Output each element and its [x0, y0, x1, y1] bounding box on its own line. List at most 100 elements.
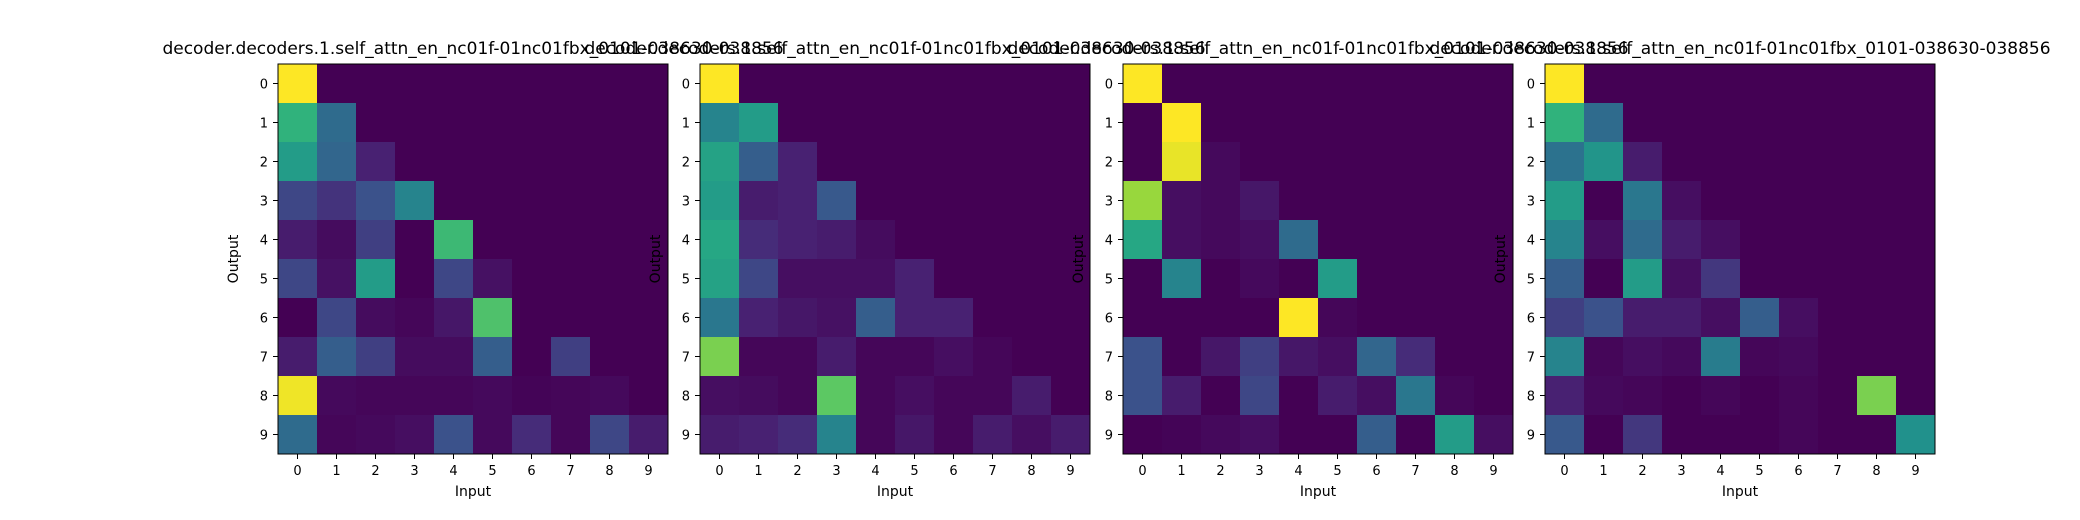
- heatmap-cell-r0-c0: [278, 64, 318, 104]
- heatmap-cell-r2-c1: [1162, 142, 1202, 182]
- x-tick-label: 3: [832, 464, 840, 479]
- y-tick-label: 5: [1105, 273, 1113, 288]
- heatmap-cell-r1-c0: [278, 103, 318, 143]
- y-tick-label: 6: [1105, 312, 1113, 327]
- heatmap-cell-r3-c8: [590, 181, 630, 221]
- heatmap-cell-r2-c3: [817, 142, 857, 182]
- heatmap-cell-r4-c8: [1857, 220, 1897, 260]
- x-axis-label: Input: [1722, 484, 1759, 500]
- heatmap-cell-r2-c2: [778, 142, 818, 182]
- heatmap-cell-r3-c3: [1240, 181, 1280, 221]
- heatmap-cell-r1-c6: [1357, 103, 1397, 143]
- x-tick-label: 1: [1599, 464, 1607, 479]
- heatmap-cell-r5-c4: [1701, 259, 1741, 299]
- heatmap-cell-r0-c9: [629, 64, 669, 104]
- heatmap-cell-r2-c5: [1740, 142, 1780, 182]
- heatmap-cell-r2-c7: [973, 142, 1013, 182]
- heatmap-cell-r5-c5: [1318, 259, 1358, 299]
- heatmap-cell-r9-c9: [1896, 415, 1936, 455]
- heatmap-cell-r3-c9: [629, 181, 669, 221]
- x-tick-label: 6: [1794, 464, 1802, 479]
- heatmap-cell-r8-c4: [434, 376, 474, 416]
- x-tick-label: 4: [449, 464, 457, 479]
- y-tick-label: 9: [260, 429, 268, 444]
- heatmap-cell-r0-c9: [1051, 64, 1091, 104]
- heatmap-cell-r3-c5: [895, 181, 935, 221]
- heatmap-cell-r3-c8: [1435, 181, 1475, 221]
- heatmap-cell-r5-c9: [1896, 259, 1936, 299]
- x-tick-label: 5: [488, 464, 496, 479]
- x-tick-label: 5: [910, 464, 918, 479]
- heatmap-cell-r4-c6: [1357, 220, 1397, 260]
- heatmap-cell-r1-c9: [1051, 103, 1091, 143]
- heatmap-cell-r1-c0: [700, 103, 740, 143]
- heatmap-cell-r7-c9: [1051, 337, 1091, 377]
- x-tick-label: 8: [1450, 464, 1458, 479]
- heatmap-cell-r3-c4: [1279, 181, 1319, 221]
- heatmap-cell-r7-c5: [1318, 337, 1358, 377]
- heatmap-cell-r6-c3: [817, 298, 857, 338]
- heatmap-cell-r9-c3: [395, 415, 435, 455]
- heatmap-cell-r9-c7: [1818, 415, 1858, 455]
- heatmap-cell-r8-c5: [473, 376, 513, 416]
- heatmap-cell-r9-c3: [1240, 415, 1280, 455]
- heatmap-cell-r5-c1: [1162, 259, 1202, 299]
- heatmap-cell-r5-c3: [1240, 259, 1280, 299]
- heatmap-cell-r9-c8: [1012, 415, 1052, 455]
- heatmap-cell-r3-c9: [1474, 181, 1514, 221]
- y-tick-label: 8: [260, 390, 268, 405]
- heatmap-cell-r7-c1: [1584, 337, 1624, 377]
- heatmap-cell-r7-c6: [934, 337, 974, 377]
- x-tick-label: 2: [793, 464, 801, 479]
- chart-title: decoder.decoders.1.self_attn_en_nc01f-01…: [584, 39, 1205, 59]
- heatmap-cell-r1-c3: [395, 103, 435, 143]
- heatmap-cell-r0-c2: [778, 64, 818, 104]
- heatmap-cell-r4-c5: [1318, 220, 1358, 260]
- heatmap-cell-r6-c1: [1584, 298, 1624, 338]
- heatmap-cell-r5-c5: [895, 259, 935, 299]
- heatmap-cell-r8-c5: [895, 376, 935, 416]
- y-tick-label: 0: [1105, 78, 1113, 93]
- heatmap-cell-r7-c8: [1435, 337, 1475, 377]
- y-tick-label: 9: [682, 429, 690, 444]
- heatmap-cell-r9-c8: [1435, 415, 1475, 455]
- heatmap-cell-r1-c5: [895, 103, 935, 143]
- chart-title: decoder.decoders.1.self_attn_en_nc01f-01…: [1429, 39, 2050, 59]
- heatmap-cell-r8-c5: [1740, 376, 1780, 416]
- heatmap-cell-r8-c7: [973, 376, 1013, 416]
- y-tick-label: 0: [260, 78, 268, 93]
- heatmap-cell-r9-c4: [856, 415, 896, 455]
- heatmap-cell-r4-c5: [1740, 220, 1780, 260]
- heatmap-cell-r9-c0: [1123, 415, 1163, 455]
- heatmap-cell-r1-c9: [629, 103, 669, 143]
- heatmap-cell-r7-c8: [1012, 337, 1052, 377]
- x-tick-label: 2: [371, 464, 379, 479]
- heatmap-cell-r1-c5: [1740, 103, 1780, 143]
- heatmap-cell-r4-c1: [1162, 220, 1202, 260]
- x-tick-label: 7: [566, 464, 574, 479]
- y-tick-label: 6: [682, 312, 690, 327]
- heatmap-cell-r0-c1: [1162, 64, 1202, 104]
- heatmap-cell-r0-c1: [739, 64, 779, 104]
- heatmap-cell-r4-c5: [895, 220, 935, 260]
- heatmap-cell-r3-c6: [1357, 181, 1397, 221]
- heatmap-cell-r4-c2: [1623, 220, 1663, 260]
- heatmap-cell-r5-c0: [278, 259, 318, 299]
- heatmap-cell-r8-c6: [1357, 376, 1397, 416]
- heatmap-cell-r8-c3: [1662, 376, 1702, 416]
- heatmap-cell-r3-c7: [1396, 181, 1436, 221]
- heatmap-cell-r3-c6: [934, 181, 974, 221]
- heatmap-cell-r9-c9: [1474, 415, 1514, 455]
- heatmap-cell-r5-c4: [856, 259, 896, 299]
- x-tick-label: 9: [1911, 464, 1919, 479]
- heatmap-cell-r8-c8: [590, 376, 630, 416]
- heatmap-cell-r6-c2: [1623, 298, 1663, 338]
- heatmap-cell-r8-c9: [1051, 376, 1091, 416]
- heatmap-cell-r6-c5: [1318, 298, 1358, 338]
- heatmap-cell-r8-c2: [778, 376, 818, 416]
- heatmap-cell-r9-c5: [1318, 415, 1358, 455]
- heatmap-cell-r9-c2: [1201, 415, 1241, 455]
- heatmap-cell-r9-c0: [278, 415, 318, 455]
- heatmap-cell-r9-c4: [1279, 415, 1319, 455]
